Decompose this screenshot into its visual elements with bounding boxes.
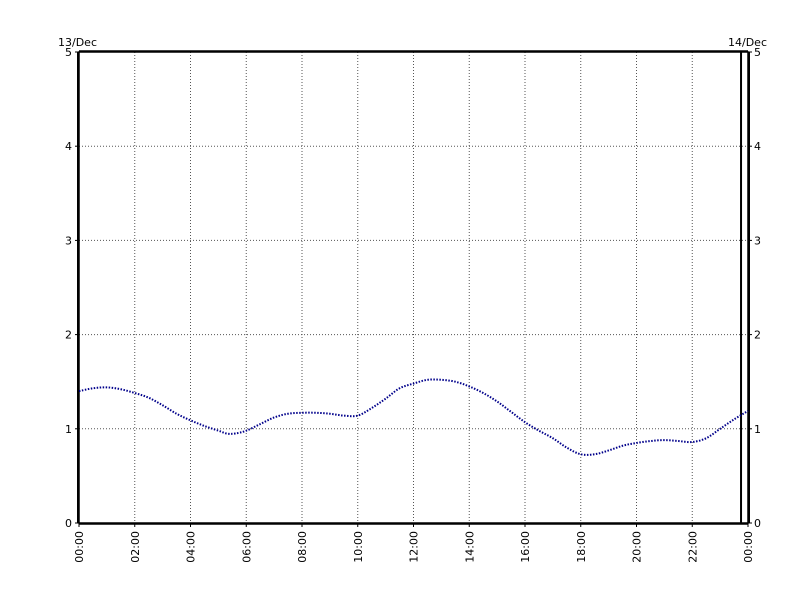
x-tick-label: 14:00 [463, 531, 476, 563]
grid-layer [79, 52, 748, 523]
x-tick-label: 20:00 [631, 531, 644, 563]
end-date-label: 14/Dec [728, 36, 767, 49]
plot-frame [78, 51, 749, 524]
x-tick-label: 08:00 [296, 531, 309, 563]
x-tick-label: 22:00 [686, 531, 699, 563]
y-tick-label-right: 2 [754, 329, 761, 342]
x-tick-label: 10:00 [352, 531, 365, 563]
y-tick-label-left: 3 [65, 234, 72, 247]
x-tick-label: 04:00 [185, 531, 198, 563]
x-tick-label: 12:00 [408, 531, 421, 563]
series-layer [78, 378, 749, 456]
x-tick-label: 02:00 [129, 531, 142, 563]
y-tick-label-right: 5 [754, 46, 761, 59]
start-date-label: 13/Dec [58, 36, 97, 49]
x-tick-label: 00:00 [73, 531, 86, 563]
label-layer: 13/Dec 14/Dec 0 0 1 1 2 2 3 3 4 4 5 5 00:00 02:00 04:0… [58, 36, 767, 563]
y-tick-label-right: 1 [754, 423, 761, 436]
x-tick-label: 18:00 [575, 531, 588, 563]
y-tick-label-right: 3 [754, 234, 761, 247]
y-tick-label-right: 4 [754, 140, 761, 153]
x-tick-label: 00:00 [742, 531, 755, 563]
y-tick-label-left: 1 [65, 423, 72, 436]
y-tick-label-left: 4 [65, 140, 72, 153]
series-line [78, 378, 749, 456]
y-tick-label-left: 5 [65, 46, 72, 59]
y-tick-label-left: 2 [65, 329, 72, 342]
x-tick-label: 16:00 [519, 531, 532, 563]
axis-layer [75, 50, 752, 527]
y-tick-label-right: 0 [754, 517, 761, 530]
y-tick-label-left: 0 [65, 517, 72, 530]
x-tick-label: 06:00 [240, 531, 253, 563]
